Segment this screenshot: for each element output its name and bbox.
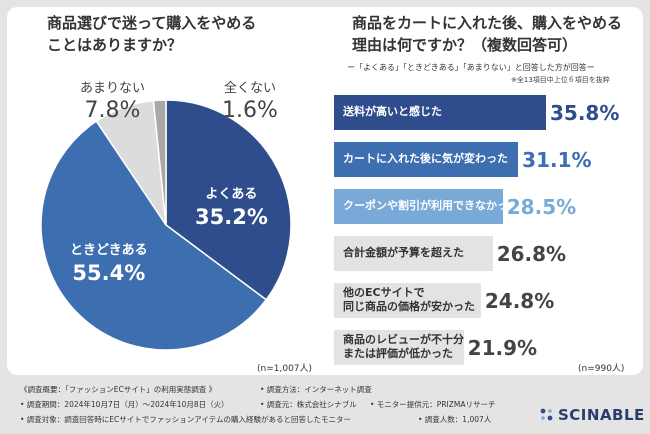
pie-slice-3 — [152, 99, 167, 226]
bar-label-line: 合計金額が予算を超えた — [343, 246, 464, 259]
bar-value-5: 21.9% — [467, 336, 538, 360]
pie-chart-title: 商品選びで迷って購入をやめる ことはありますか？ — [47, 14, 257, 54]
pie-sample-size: (n=1,007人) — [257, 364, 313, 374]
footer-survey-title: 《調査概要：「ファッションECサイト」の利用実態調査 》 — [20, 385, 217, 394]
logo-text: SCINABLE — [558, 406, 645, 424]
pie-label-value: 35.2% — [195, 205, 268, 229]
pie-label-2: あまりない 7.8% — [80, 80, 145, 124]
pie-label-value: 55.4% — [72, 261, 146, 285]
bar-label-line: 商品のレビューが不十分 — [343, 333, 464, 346]
bar-label-line: 送料が高いと感じた — [343, 105, 442, 118]
bar-label-5: 商品のレビューが不十分 または評価が低かった — [343, 333, 464, 361]
pie-label-name: あまりない — [80, 81, 146, 96]
bar-5 — [334, 330, 464, 365]
pie-label-1: ときどきある 55.4% — [70, 242, 148, 286]
bar-label-line: 同じ商品の価格が安かった — [343, 300, 475, 313]
pie-label-value: 7.8% — [84, 98, 141, 123]
footer-survey-period: • 調査期間：2024年10月7日（月）〜2024年10月8日（火） — [20, 400, 229, 409]
bar-value-1: 31.1% — [522, 148, 592, 172]
pie-slice-0 — [165, 99, 292, 301]
pie-chart: よくある 35.2% ときどきある 55.4% あまりない 7.8% 全くない 1.6% — [0, 0, 330, 368]
bar-sample-size: (n=990人) — [578, 364, 625, 374]
bar-value-0: 35.8% — [550, 101, 620, 125]
pie-label-0: よくある 35.2% — [195, 186, 268, 230]
bar-value-4: 24.8% — [484, 289, 555, 313]
bar-2 — [334, 189, 503, 224]
footer-survey-source: • 調査元：株式会社シナブル — [260, 400, 357, 409]
scinable-logo: SCINABLE — [540, 406, 645, 424]
scinable-dots-logo-icon — [540, 408, 553, 421]
footer-survey-method: • 調査方法：インターネット調査 — [260, 385, 372, 394]
footer-survey-count: • 調査人数：1,007人 — [418, 415, 492, 424]
bar-label-line: カートに入れた後に気が変わった — [343, 152, 508, 165]
bar-value-3: 26.8% — [496, 242, 567, 266]
pie-label-name: よくある — [205, 187, 258, 202]
pie-label-value: 1.6% — [222, 98, 278, 123]
bar-chart-title: 商品をカートに入れた後、購入をやめる 理由は何ですか？（複数回答可） — [352, 14, 623, 54]
pie-svg — [40, 99, 292, 351]
bar-chart-note: ※全13項目中上位６項目を抜粋 — [511, 76, 610, 84]
bar-label-3: 合計金額が予算を超えた — [343, 246, 464, 260]
bar-4 — [334, 283, 481, 318]
bar-label-0: 送料が高いと感じた — [343, 105, 442, 119]
pie-slice-1 — [40, 120, 268, 351]
bar-value-2: 28.5% — [506, 195, 577, 219]
footer-survey-target: • 調査対象：調査回答時にECサイトでファッションアイテムの購入経験があると回答… — [20, 415, 352, 424]
bar-label-line: 他のECサイトで — [343, 286, 425, 299]
pie-label-3: 全くない 1.6% — [222, 80, 278, 124]
bar-1 — [334, 142, 519, 177]
pie-label-name: 全くない — [223, 81, 276, 96]
bar-label-4: 他のECサイトで 同じ商品の価格が安かった — [343, 286, 475, 314]
bar-0 — [334, 95, 546, 130]
bar-label-2: クーポンや割引が利用できなかった — [343, 199, 519, 213]
bar-chart-subtitle: ー「よくある」「ときどきある」「あまりない」と回答した方が回答ー — [347, 63, 595, 72]
bar-label-line: または評価が低かった — [343, 347, 453, 360]
bar-3 — [334, 236, 493, 271]
pie-label-name: ときどきある — [70, 243, 148, 258]
footer-monitor-provider: • モニター提供元：PRIZMAリサーチ — [370, 400, 496, 409]
bar-label-1: カートに入れた後に気が変わった — [343, 152, 508, 166]
bar-label-line: クーポンや割引が利用できなかった — [343, 199, 519, 212]
